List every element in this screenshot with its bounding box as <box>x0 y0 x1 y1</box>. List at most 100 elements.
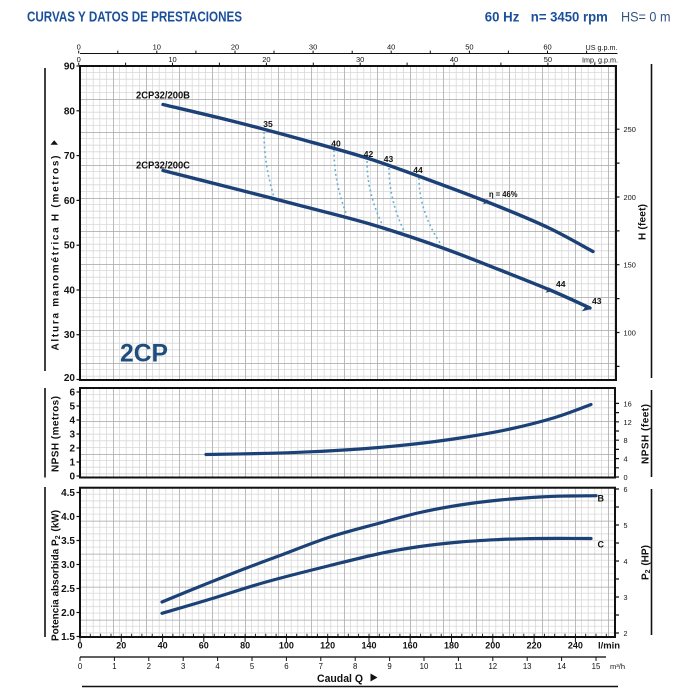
svg-text:40: 40 <box>450 55 458 64</box>
svg-text:20: 20 <box>262 55 270 64</box>
svg-text:P2 (HP): P2 (HP) <box>641 545 653 580</box>
svg-text:3.0: 3.0 <box>61 560 75 571</box>
svg-text:0: 0 <box>69 472 75 483</box>
svg-text:80: 80 <box>64 106 76 117</box>
svg-text:3: 3 <box>624 593 628 602</box>
svg-text:12: 12 <box>624 418 632 427</box>
svg-text:5: 5 <box>250 662 255 671</box>
svg-text:16: 16 <box>624 399 632 408</box>
svg-text:6: 6 <box>284 662 288 671</box>
svg-text:14: 14 <box>557 662 566 671</box>
svg-text:4: 4 <box>69 416 75 427</box>
svg-text:2: 2 <box>147 662 151 671</box>
svg-text:50: 50 <box>544 55 552 64</box>
svg-text:B: B <box>598 494 605 504</box>
svg-text:60: 60 <box>543 43 551 52</box>
svg-text:4: 4 <box>624 455 628 464</box>
svg-text:80: 80 <box>240 641 250 651</box>
svg-text:η = 46%: η = 46% <box>489 189 518 199</box>
svg-text:5: 5 <box>624 521 628 530</box>
svg-text:220: 220 <box>527 641 542 651</box>
svg-text:C: C <box>598 540 605 550</box>
svg-text:12: 12 <box>488 662 497 671</box>
svg-text:50: 50 <box>64 241 76 252</box>
svg-text:4: 4 <box>215 662 220 671</box>
svg-text:0: 0 <box>77 43 81 52</box>
svg-text:240: 240 <box>568 641 583 651</box>
svg-text:30: 30 <box>64 330 76 341</box>
svg-text:1: 1 <box>112 662 116 671</box>
svg-text:40: 40 <box>331 139 341 149</box>
svg-text:35: 35 <box>263 119 273 129</box>
svg-text:30: 30 <box>356 55 364 64</box>
svg-text:9: 9 <box>387 662 391 671</box>
svg-text:0: 0 <box>77 641 82 651</box>
svg-text:5: 5 <box>69 402 75 413</box>
svg-text:n= 3450 rpm: n= 3450 rpm <box>531 9 608 25</box>
svg-text:43: 43 <box>384 154 394 164</box>
svg-text:H (feet): H (feet) <box>638 204 649 240</box>
svg-text:NPSH (metros): NPSH (metros) <box>51 396 62 472</box>
svg-text:60: 60 <box>199 641 209 651</box>
svg-text:m³/h: m³/h <box>610 662 625 671</box>
svg-text:0: 0 <box>78 662 83 671</box>
svg-text:20: 20 <box>116 641 126 651</box>
svg-text:2: 2 <box>624 629 628 638</box>
svg-text:10: 10 <box>420 662 429 671</box>
svg-text:CURVAS Y DATOS DE PRESTACIONES: CURVAS Y DATOS DE PRESTACIONES <box>27 9 242 26</box>
svg-text:13: 13 <box>523 662 532 671</box>
svg-text:2CP: 2CP <box>120 340 168 368</box>
svg-text:100: 100 <box>279 641 294 651</box>
svg-text:30: 30 <box>309 43 317 52</box>
svg-text:250: 250 <box>624 125 636 134</box>
svg-text:70: 70 <box>64 151 76 162</box>
svg-text:Imp. g.p.m.: Imp. g.p.m. <box>582 56 618 65</box>
svg-text:60 Hz: 60 Hz <box>485 9 520 25</box>
svg-text:60: 60 <box>64 196 76 207</box>
svg-text:4.0: 4.0 <box>61 512 75 523</box>
svg-text:120: 120 <box>320 641 335 651</box>
svg-text:2CP32/200C: 2CP32/200C <box>136 161 190 172</box>
svg-text:Potencia absorbida P2 (kW): Potencia absorbida P2 (kW) <box>51 510 63 641</box>
svg-text:10: 10 <box>168 55 176 64</box>
svg-text:0: 0 <box>624 473 628 482</box>
svg-text:43: 43 <box>592 296 602 306</box>
svg-text:3.5: 3.5 <box>61 536 75 547</box>
svg-text:90: 90 <box>64 62 76 73</box>
svg-text:4.5: 4.5 <box>61 488 75 499</box>
svg-text:42: 42 <box>364 149 374 159</box>
svg-text:44: 44 <box>413 165 423 175</box>
svg-text:8: 8 <box>624 436 628 445</box>
svg-text:160: 160 <box>403 641 418 651</box>
svg-text:40: 40 <box>64 286 76 297</box>
svg-text:6: 6 <box>69 388 75 399</box>
svg-text:NPSH (feet): NPSH (feet) <box>641 404 652 464</box>
svg-text:2.0: 2.0 <box>61 608 75 619</box>
svg-text:150: 150 <box>624 261 636 270</box>
svg-text:7: 7 <box>319 662 323 671</box>
svg-text:8: 8 <box>353 662 357 671</box>
svg-text:11: 11 <box>454 662 462 671</box>
svg-text:180: 180 <box>444 641 459 651</box>
svg-text:20: 20 <box>231 43 239 52</box>
svg-text:2CP32/200B: 2CP32/200B <box>136 91 190 102</box>
svg-text:40: 40 <box>158 641 168 651</box>
svg-text:3: 3 <box>69 430 75 441</box>
svg-text:HS= 0 m: HS= 0 m <box>621 9 671 25</box>
svg-text:US g.p.m.: US g.p.m. <box>586 43 618 52</box>
svg-text:1: 1 <box>69 458 75 469</box>
svg-text:Altura manométrica H (metros): Altura manométrica H (metros) <box>51 156 62 351</box>
svg-text:200: 200 <box>624 193 636 202</box>
svg-text:0: 0 <box>77 55 81 64</box>
svg-text:4: 4 <box>624 557 628 566</box>
svg-text:10: 10 <box>153 43 161 52</box>
svg-text:50: 50 <box>465 43 473 52</box>
svg-text:140: 140 <box>361 641 376 651</box>
svg-text:2.5: 2.5 <box>61 584 75 595</box>
svg-text:6: 6 <box>624 485 628 494</box>
svg-text:2: 2 <box>69 444 75 455</box>
svg-text:20: 20 <box>64 373 76 384</box>
svg-text:Caudal Q: Caudal Q <box>317 673 363 685</box>
svg-text:100: 100 <box>624 329 636 338</box>
svg-text:200: 200 <box>485 641 500 651</box>
